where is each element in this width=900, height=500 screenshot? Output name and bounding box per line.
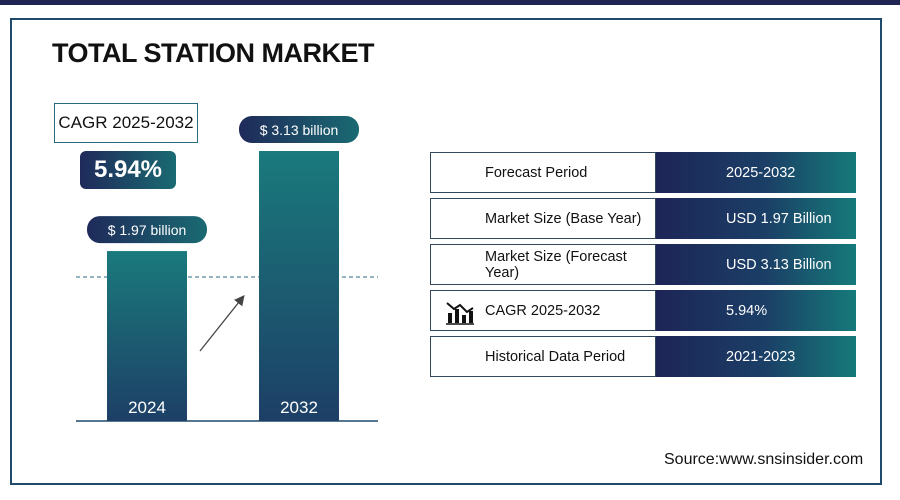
top-accent-bar <box>0 0 900 5</box>
table-row-label-text: Market Size (Forecast Year) <box>485 248 627 281</box>
table-row-label-text: CAGR 2025-2032 <box>485 302 601 319</box>
table-row-label: Historical Data Period <box>430 336 656 377</box>
table-row: Historical Data Period 2021-2023 <box>430 336 856 377</box>
category-label-2032: 2032 <box>280 398 318 417</box>
cagr-value-badge: 5.94% <box>80 151 176 189</box>
table-row-value: USD 1.97 Billion <box>656 198 856 239</box>
table-row-label: Market Size (Forecast Year) <box>430 244 656 285</box>
table-row-label: Forecast Period <box>430 152 656 193</box>
table-row-label-text: Market Size (Base Year) <box>485 210 642 227</box>
table-row: Market Size (Forecast Year) USD 3.13 Bill… <box>430 244 856 285</box>
table-row: Forecast Period 2025-2032 <box>430 152 856 193</box>
table-row-label: CAGR 2025-2032 <box>430 290 656 331</box>
table-row-value: 2021-2023 <box>656 336 856 377</box>
table-row: CAGR 2025-2032 5.94% <box>430 290 856 331</box>
table-row-value: 5.94% <box>656 290 856 331</box>
source-credit: Source:www.snsinsider.com <box>664 451 864 468</box>
table-row-label-text: Historical Data Period <box>485 348 626 365</box>
value-pill-2032 <box>239 116 359 143</box>
table-row-value: 2025-2032 <box>656 152 856 193</box>
table-row-value: USD 3.13 Billion <box>656 244 856 285</box>
bar-chart-icon <box>446 302 474 325</box>
value-label-2032: $ 3.13 billion <box>260 122 339 138</box>
cagr-label-box: CAGR 2025-2032 <box>54 103 198 143</box>
bar-2024 <box>107 251 187 421</box>
growth-arrow-icon <box>199 294 245 352</box>
page-title: TOTAL STATION MARKET <box>52 38 374 68</box>
value-pill-2024 <box>87 216 207 244</box>
table-row-label: Market Size (Base Year) <box>430 198 656 239</box>
bar-2032 <box>259 151 339 421</box>
value-label-2024: $ 1.97 billion <box>108 222 187 238</box>
market-summary-table: Forecast Period 2025-2032 Market Size (Bas… <box>430 152 856 382</box>
table-row-label-text: Forecast Period <box>485 164 588 181</box>
category-label-2024: 2024 <box>128 398 166 417</box>
table-row: Market Size (Base Year) USD 1.97 Billion <box>430 198 856 239</box>
